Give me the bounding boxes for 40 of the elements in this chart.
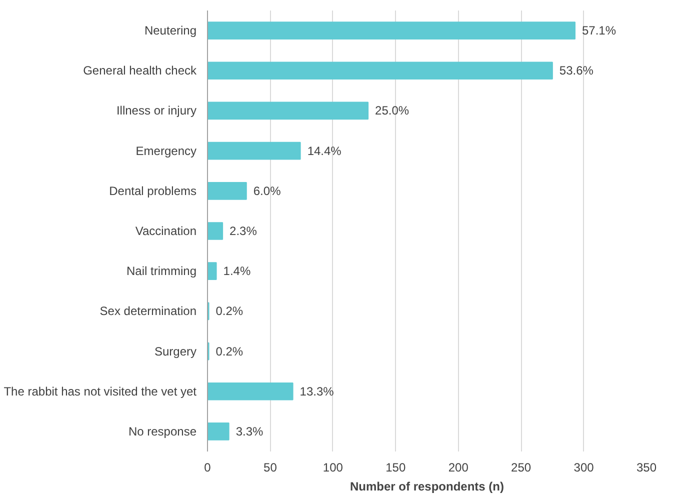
annotation: 6.0% (253, 184, 282, 198)
annotation: 14.4% (307, 144, 342, 158)
y-tick-label: Vaccination (135, 224, 197, 238)
x-tick-label: 300 (574, 460, 594, 474)
x-tick-label: 150 (386, 460, 406, 474)
annotation: 0.2% (216, 344, 244, 358)
y-tick-label: Neutering (144, 24, 196, 38)
y-tick-label: Sex determination (100, 304, 197, 318)
bar (208, 62, 553, 80)
annotation: 0.2% (216, 304, 244, 318)
bar (208, 22, 576, 40)
x-tick-label: 200 (448, 460, 469, 474)
bar (208, 262, 217, 280)
y-tick-label: General health check (83, 64, 198, 78)
y-tick-label: Emergency (136, 144, 197, 158)
bar (208, 142, 301, 160)
x-tick-label: 250 (511, 460, 532, 474)
x-tick-label: 350 (636, 460, 657, 474)
y-tick-label: The rabbit has not visited the vet yet (4, 384, 198, 398)
bar (208, 102, 369, 120)
annotation: 25.0% (375, 104, 410, 118)
x-tick-label: 100 (322, 460, 344, 474)
bar (208, 382, 294, 400)
annotation: 53.6% (559, 64, 594, 78)
x-tick-label: 50 (264, 460, 278, 474)
annotation: 2.3% (230, 224, 258, 238)
y-tick-label: Surgery (154, 344, 197, 358)
annotation: 3.3% (236, 424, 264, 438)
x-axis-title: Number of respondents (n) (350, 480, 504, 494)
y-tick-label: Illness or injury (116, 104, 197, 118)
bar (208, 222, 224, 240)
annotation: 13.3% (300, 384, 334, 398)
x-tick-label: 0 (204, 460, 212, 474)
bar (208, 422, 230, 440)
y-tick-label: No response (128, 424, 197, 438)
y-tick-label: Dental problems (109, 184, 196, 198)
bar (208, 182, 247, 200)
annotation: 57.1% (582, 24, 616, 38)
y-tick-label: Nail trimming (126, 264, 197, 278)
annotation: 1.4% (223, 264, 251, 278)
